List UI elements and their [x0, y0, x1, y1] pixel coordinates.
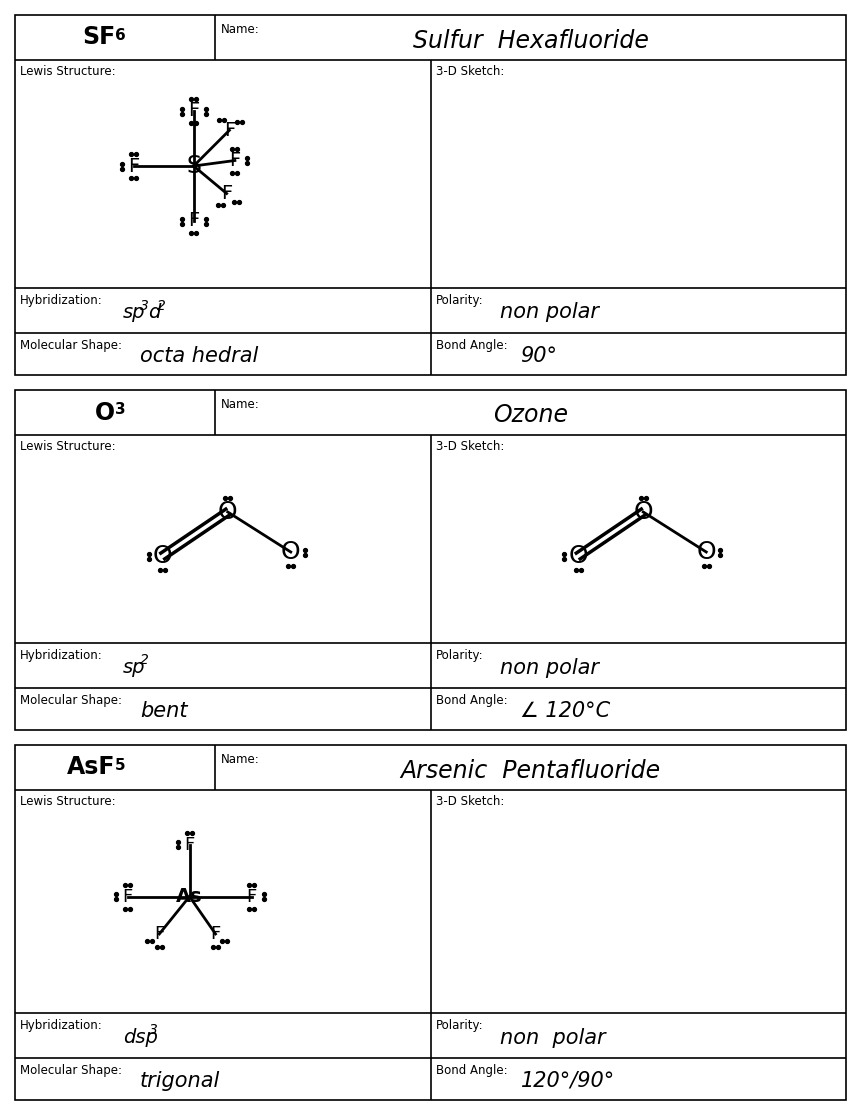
Text: non polar: non polar: [500, 302, 599, 322]
Text: F: F: [188, 212, 199, 231]
Text: 3: 3: [140, 299, 149, 312]
Text: Molecular Shape:: Molecular Shape:: [20, 1064, 122, 1077]
Text: F: F: [224, 120, 235, 139]
Text: 3: 3: [115, 403, 126, 417]
Text: non  polar: non polar: [500, 1028, 606, 1047]
Text: Arsenic  Pentafluoride: Arsenic Pentafluoride: [400, 758, 660, 783]
Text: 2: 2: [140, 653, 149, 668]
Text: F: F: [188, 101, 199, 120]
Text: 2: 2: [157, 299, 166, 312]
Text: Bond Angle:: Bond Angle:: [436, 339, 507, 352]
Text: ∠ 120°C: ∠ 120°C: [521, 701, 610, 721]
Text: O: O: [95, 400, 115, 425]
Text: Ozone: Ozone: [493, 404, 568, 427]
Text: As: As: [177, 888, 203, 906]
Text: Molecular Shape:: Molecular Shape:: [20, 339, 122, 352]
Text: AsF: AsF: [66, 756, 115, 779]
Text: dsp: dsp: [123, 1028, 158, 1047]
Text: F: F: [122, 888, 133, 905]
Text: Lewis Structure:: Lewis Structure:: [20, 795, 115, 808]
Text: Name:: Name:: [221, 398, 260, 411]
Bar: [15, 745, 846, 1101]
Text: non polar: non polar: [500, 658, 599, 678]
Text: O: O: [153, 544, 172, 568]
Text: O: O: [697, 540, 716, 564]
Text: O: O: [281, 540, 300, 564]
Text: F: F: [184, 835, 195, 853]
Text: Polarity:: Polarity:: [436, 1019, 483, 1032]
Text: Lewis Structure:: Lewis Structure:: [20, 440, 115, 453]
Bar: [15, 390, 846, 730]
Text: 3: 3: [148, 1024, 158, 1037]
Text: SF: SF: [82, 26, 115, 49]
Text: octa hedral: octa hedral: [140, 346, 258, 366]
Text: Hybridization:: Hybridization:: [20, 649, 102, 662]
Text: F: F: [210, 925, 220, 943]
Text: sp: sp: [123, 303, 146, 322]
Text: Lewis Structure:: Lewis Structure:: [20, 65, 115, 78]
Text: Sulfur  Hexafluoride: Sulfur Hexafluoride: [412, 29, 648, 52]
Text: Name:: Name:: [221, 23, 260, 36]
Text: 90°: 90°: [521, 346, 558, 366]
Text: F: F: [221, 184, 232, 203]
Text: F: F: [128, 156, 139, 175]
Text: 120°/90°: 120°/90°: [521, 1072, 615, 1090]
Text: F: F: [246, 888, 257, 905]
Text: F: F: [154, 925, 164, 943]
Text: O: O: [634, 500, 653, 524]
Text: Polarity:: Polarity:: [436, 294, 483, 307]
Text: Polarity:: Polarity:: [436, 649, 483, 662]
Text: O: O: [568, 544, 588, 568]
Text: Hybridization:: Hybridization:: [20, 1019, 102, 1032]
Text: 5: 5: [115, 757, 126, 773]
Text: 6: 6: [115, 28, 126, 42]
Text: Hybridization:: Hybridization:: [20, 294, 102, 307]
Text: Bond Angle:: Bond Angle:: [436, 1064, 507, 1077]
Text: O: O: [218, 500, 238, 524]
Text: S: S: [186, 154, 201, 178]
Text: 3-D Sketch:: 3-D Sketch:: [436, 440, 504, 453]
Text: 3-D Sketch:: 3-D Sketch:: [436, 795, 504, 808]
Bar: [15, 14, 846, 375]
Text: bent: bent: [140, 701, 188, 721]
Text: 3-D Sketch:: 3-D Sketch:: [436, 65, 504, 78]
Text: Name:: Name:: [221, 753, 260, 766]
Text: d: d: [148, 303, 160, 322]
Text: Molecular Shape:: Molecular Shape:: [20, 694, 122, 707]
Text: sp: sp: [123, 658, 146, 677]
Text: trigonal: trigonal: [140, 1072, 220, 1090]
Text: F: F: [229, 151, 240, 169]
Text: Bond Angle:: Bond Angle:: [436, 694, 507, 707]
